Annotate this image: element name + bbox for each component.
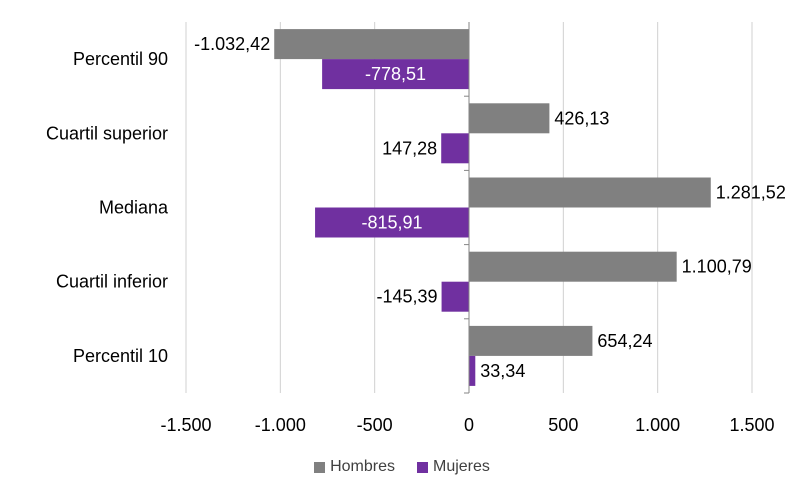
bar-mujeres — [441, 133, 469, 164]
data-label: 426,13 — [554, 108, 609, 128]
legend-swatch-mujeres — [417, 461, 428, 473]
x-tick-label: -1.000 — [255, 415, 306, 435]
x-tick-label: -500 — [357, 415, 393, 435]
x-tick-label: -1.500 — [160, 415, 211, 435]
category-label: Cuartil superior — [46, 123, 168, 143]
bar-hombres — [274, 29, 469, 60]
bar-mujeres — [469, 355, 476, 386]
data-label: -145,39 — [377, 287, 438, 307]
category-label: Percentil 90 — [73, 49, 168, 69]
category-label: Cuartil inferior — [56, 272, 168, 292]
data-label: 654,24 — [597, 331, 652, 351]
x-tick-label: 0 — [464, 415, 474, 435]
bar-hombres — [469, 177, 711, 208]
data-label: -778,51 — [365, 64, 426, 84]
category-label: Mediana — [99, 198, 169, 218]
legend-label-hombres: Hombres — [330, 458, 395, 475]
legend-item-mujeres: Mujeres — [417, 458, 490, 476]
data-label: 1.281,52 — [716, 183, 786, 203]
data-label: 1.100,79 — [682, 257, 752, 277]
data-label: 33,34 — [480, 361, 525, 381]
data-label: -1.032,42 — [194, 34, 270, 54]
plot-area: -1.500 -1.000 -500 0 500 1.000 1.500 Percentil … — [46, 22, 786, 435]
x-tick-label: 1.000 — [635, 415, 680, 435]
legend-label-mujeres: Mujeres — [433, 458, 490, 475]
category-label: Percentil 10 — [73, 346, 168, 366]
bar-mujeres — [441, 281, 469, 312]
bar-mujeres — [322, 59, 469, 90]
bar-mujeres — [315, 207, 469, 238]
x-tick-label: 500 — [548, 415, 578, 435]
data-label: -815,91 — [362, 213, 423, 233]
x-tick-label: 1.500 — [729, 415, 774, 435]
bar-hombres — [469, 251, 677, 282]
legend: Hombres Mujeres — [0, 458, 804, 476]
legend-item-hombres: Hombres — [314, 458, 395, 476]
bar-hombres — [469, 325, 593, 356]
bar-hombres — [469, 103, 550, 134]
legend-swatch-hombres — [314, 461, 326, 473]
data-label: 147,28 — [382, 138, 437, 158]
